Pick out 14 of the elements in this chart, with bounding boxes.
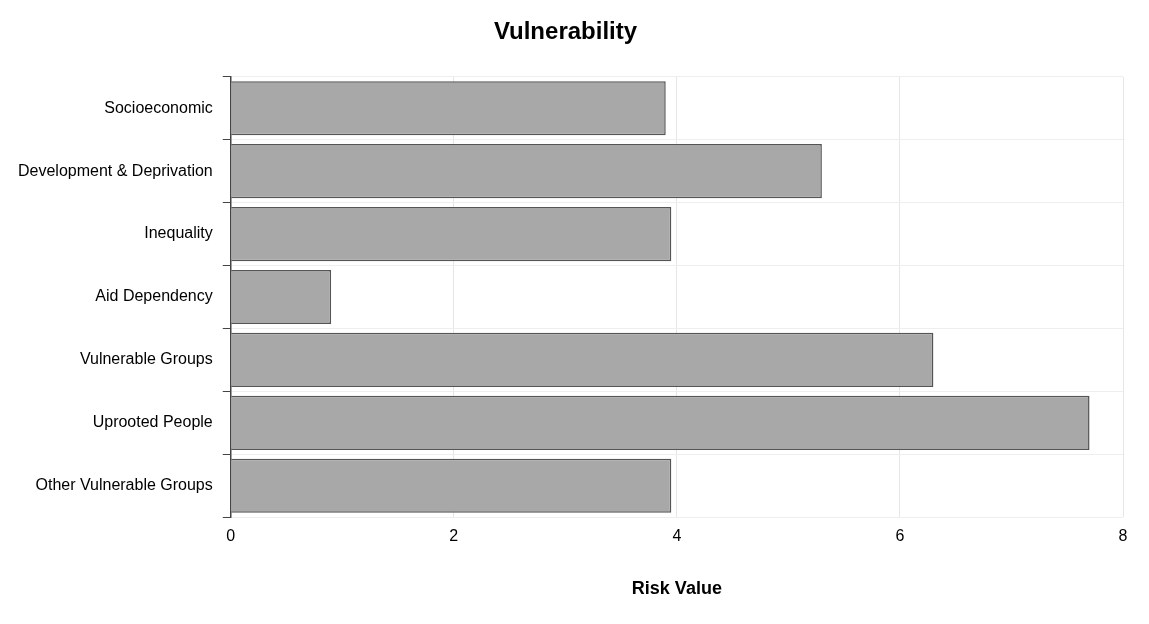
y-tick-label: Aid Dependency <box>95 287 213 305</box>
y-tick-label: Other Vulnerable Groups <box>35 476 213 494</box>
x-tick-label: 2 <box>449 527 459 545</box>
x-tick-label: 8 <box>1118 527 1128 545</box>
x-tick-label: 4 <box>672 527 682 545</box>
x-tick-label: 6 <box>895 527 905 545</box>
x-tick-label: 0 <box>226 527 236 545</box>
x-axis-title: Risk Value <box>631 578 722 599</box>
y-tick-label: Inequality <box>144 224 213 242</box>
chart-title: Vulnerability <box>493 17 638 45</box>
y-tick-label: Socioeconomic <box>104 98 213 116</box>
y-tick-label: Uprooted People <box>92 413 213 431</box>
y-tick-label: Development & Deprivation <box>18 161 213 179</box>
y-tick-label: Vulnerable Groups <box>79 350 213 368</box>
